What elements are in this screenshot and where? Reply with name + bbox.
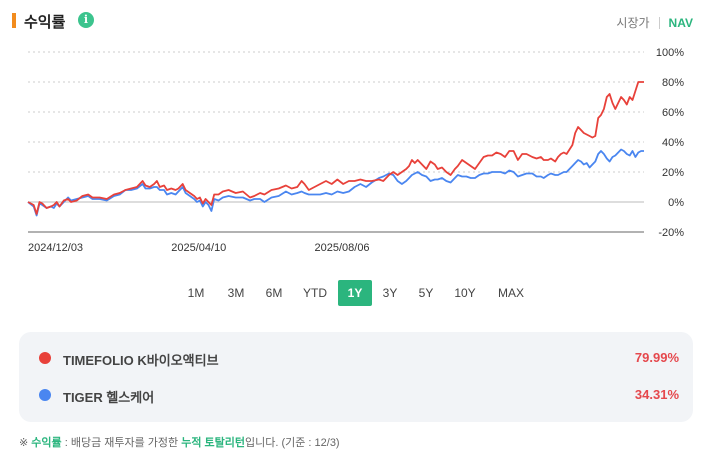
- period-button-1m[interactable]: 1M: [187, 286, 205, 300]
- return-chart: 100% 80% 60% 40% 20% 0% -20% 2024/12/03 2025/04…: [27, 47, 684, 254]
- period-button-ytd[interactable]: YTD: [303, 286, 327, 300]
- title-accent-bar: [12, 13, 16, 28]
- period-selector: 1M 3M 6M YTD 1Y 3Y 5Y 10Y MAX: [0, 280, 705, 306]
- series-line-timefolio: [27, 81, 644, 215]
- x-tick-label: 2024/12/03: [28, 242, 83, 254]
- period-button-3y[interactable]: 3Y: [382, 286, 398, 300]
- legend-dot-red: [39, 352, 51, 364]
- y-tick-label: 60%: [662, 107, 684, 119]
- period-button-max[interactable]: MAX: [497, 286, 524, 300]
- legend-row-tiger: TIGER 헬스케어 34.31%: [19, 385, 693, 405]
- x-axis-labels: 2024/12/03 2025/04/10 2025/08/06: [28, 242, 370, 254]
- y-tick-label: 100%: [656, 47, 684, 59]
- legend-dot-blue: [39, 389, 51, 401]
- footnote-mark: ※: [19, 437, 29, 449]
- period-button-10y[interactable]: 10Y: [454, 286, 476, 300]
- footnote-term: 수익률: [31, 437, 62, 449]
- legend-return-value: 34.31%: [634, 387, 679, 402]
- section-title: 수익률: [24, 14, 66, 31]
- toggle-divider: [658, 16, 660, 29]
- period-button-3m[interactable]: 3M: [227, 286, 245, 300]
- y-tick-label: -20%: [658, 227, 684, 239]
- view-toggle: 시장가 NAV: [616, 14, 693, 31]
- chart-series: [27, 81, 644, 217]
- y-tick-label: 80%: [662, 77, 684, 89]
- footnote-sep: :: [61, 437, 71, 449]
- footnote: ※ 수익률 : 배당금 재투자를 가정한 누적 토탈리턴입니다. (기준 : 1…: [19, 434, 340, 450]
- legend-return-value: 79.99%: [634, 350, 679, 365]
- period-button-5y[interactable]: 5Y: [418, 286, 434, 300]
- y-tick-label: 40%: [662, 137, 684, 149]
- footnote-text-tail: 입니다. (기준 : 12/3): [244, 437, 340, 449]
- legend-name: TIGER 헬스케어: [63, 390, 155, 405]
- toggle-market-price[interactable]: 시장가: [616, 16, 650, 30]
- section-header: 수익률 i 시장가 NAV: [12, 10, 693, 34]
- chart-grid: [28, 51, 644, 233]
- legend-panel: TIMEFOLIO K바이오액티브 79.99% TIGER 헬스케어 34.3…: [19, 332, 693, 422]
- period-button-1y[interactable]: 1Y: [338, 280, 372, 306]
- x-tick-label: 2025/08/06: [315, 242, 370, 254]
- legend-name: TIMEFOLIO K바이오액티브: [63, 353, 219, 368]
- x-tick-label: 2025/04/10: [171, 242, 226, 254]
- legend-row-timefolio: TIMEFOLIO K바이오액티브 79.99%: [19, 348, 693, 368]
- series-line-tiger: [27, 148, 644, 217]
- footnote-term-total-return: 누적 토탈리턴: [181, 437, 245, 449]
- info-icon[interactable]: i: [78, 12, 94, 28]
- y-axis-labels: 100% 80% 60% 40% 20% 0% -20%: [656, 47, 684, 239]
- y-tick-label: 0%: [668, 197, 684, 209]
- y-tick-label: 20%: [662, 167, 684, 179]
- footnote-text: 배당금 재투자를 가정한: [70, 437, 182, 449]
- toggle-nav[interactable]: NAV: [668, 15, 693, 30]
- period-button-6m[interactable]: 6M: [265, 286, 283, 300]
